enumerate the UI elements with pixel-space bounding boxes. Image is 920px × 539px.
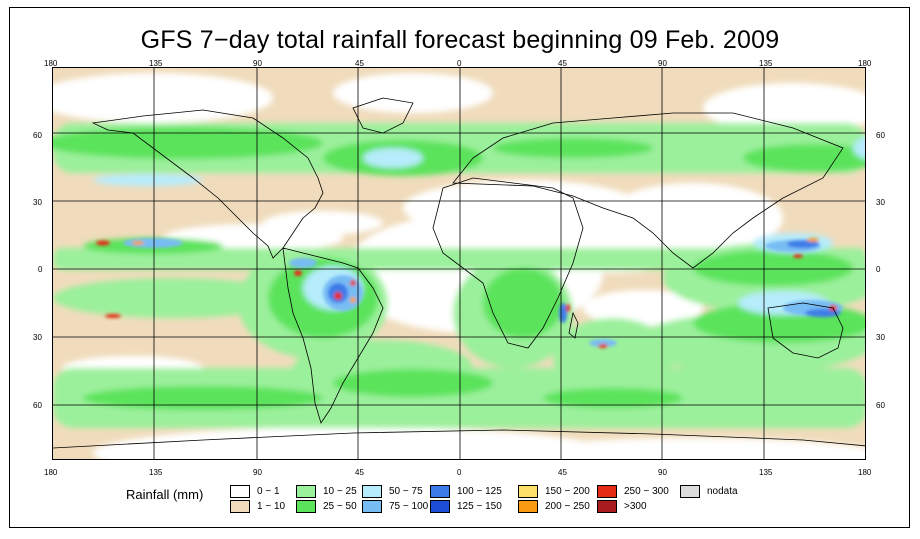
lat-label-left: 60 (33, 131, 42, 140)
legend-swatch (230, 485, 250, 498)
lat-label-left: 30 (33, 198, 42, 207)
lon-label-bottom: 90 (253, 468, 262, 477)
rainfall-band-200-250 (132, 238, 819, 303)
legend-label: 10 − 25 (323, 486, 357, 497)
legend-label: 75 − 100 (389, 501, 429, 512)
legend-label: nodata (707, 486, 738, 497)
legend-label: 250 − 300 (624, 486, 669, 497)
lat-label-right: 0 (876, 265, 881, 274)
lon-label-top: 135 (149, 59, 163, 68)
legend-swatch (362, 485, 382, 498)
lon-label-bottom: 180 (44, 468, 58, 477)
lon-label-bottom: 45 (558, 468, 567, 477)
legend-label: 125 − 150 (457, 501, 502, 512)
legend-swatch (230, 500, 250, 513)
rainfall-map (52, 67, 866, 460)
lat-label-right: 30 (876, 333, 885, 342)
legend-swatch (362, 500, 382, 513)
lon-label-top: 135 (759, 59, 773, 68)
legend-swatch (597, 500, 617, 513)
legend-swatch (430, 500, 450, 513)
legend-title: Rainfall (mm) (126, 487, 204, 502)
rainfall-band-250-300 (96, 240, 837, 348)
rainfall-map-svg (53, 68, 865, 459)
lon-label-bottom: 180 (858, 468, 872, 477)
lon-label-top: 90 (253, 59, 262, 68)
lon-label-bottom: 0 (457, 468, 462, 477)
lat-label-right: 60 (876, 131, 885, 140)
legend-label: 100 − 125 (457, 486, 502, 497)
legend-label: 0 − 1 (257, 486, 280, 497)
legend-swatch (430, 485, 450, 498)
coastlines (53, 97, 865, 449)
lon-label-bottom: 90 (658, 468, 667, 477)
legend-swatch (680, 485, 700, 498)
legend-swatch (518, 500, 538, 513)
lon-label-top: 45 (355, 59, 364, 68)
legend-label: 1 − 10 (257, 501, 286, 512)
legend-swatch (296, 500, 316, 513)
lon-label-bottom: 135 (759, 468, 773, 477)
legend-label: 25 − 50 (323, 501, 357, 512)
legend-swatch (518, 485, 538, 498)
lon-label-top: 90 (658, 59, 667, 68)
lon-label-top: 180 (44, 59, 58, 68)
legend-label: >300 (624, 501, 647, 512)
lon-label-top: 0 (457, 59, 462, 68)
legend-swatch (597, 485, 617, 498)
lon-label-bottom: 45 (355, 468, 364, 477)
lat-label-left: 60 (33, 401, 42, 410)
figure-frame (9, 7, 910, 528)
graticule (53, 68, 865, 459)
lon-label-top: 45 (558, 59, 567, 68)
legend-label: 50 − 75 (389, 486, 423, 497)
lon-label-bottom: 135 (149, 468, 163, 477)
lat-label-left: 0 (38, 265, 43, 274)
map-title: GFS 7−day total rainfall forecast beginn… (140, 26, 780, 54)
legend-label: 150 − 200 (545, 486, 590, 497)
legend-label: 200 − 250 (545, 501, 590, 512)
lat-label-right: 30 (876, 198, 885, 207)
lon-label-top: 180 (858, 59, 872, 68)
lat-label-left: 30 (33, 333, 42, 342)
legend-swatch (296, 485, 316, 498)
lat-label-right: 60 (876, 401, 885, 410)
